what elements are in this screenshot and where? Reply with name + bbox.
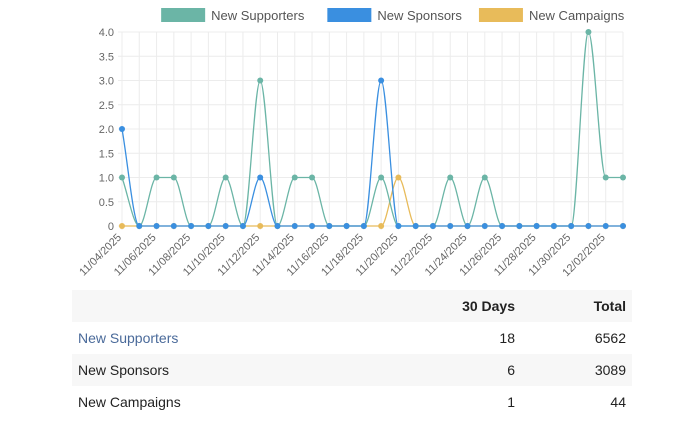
data-point-new-sponsors [153,223,160,229]
data-point-new-sponsors [585,223,592,229]
header-name [72,290,359,322]
y-tick-label: 0 [108,221,114,233]
data-point-new-sponsors [602,223,609,229]
data-point-new-sponsors [222,223,229,229]
data-point-new-sponsors [447,223,454,229]
data-point-new-supporters [602,174,609,181]
legend-label: New Campaigns [529,8,625,23]
data-point-new-supporters [153,174,160,181]
legend-label: New Sponsors [377,8,462,23]
data-point-new-supporters [170,174,177,181]
x-axis: 11/04/202511/06/202511/08/202511/10/2025… [77,232,608,279]
cell-30-days: 6 [507,362,515,378]
grid [118,31,624,230]
data-point-new-sponsors [291,223,298,229]
legend: New Supporters New Sponsors New Campaigns [161,8,625,23]
data-point-new-sponsors [499,223,506,229]
table-row: New Supporters 18 6562 [72,322,632,354]
header-30-days: 30 Days [462,298,515,314]
y-tick-label: 3.0 [99,76,114,88]
data-point-new-sponsors [568,223,575,229]
cell-total: 3089 [594,362,626,378]
data-point-new-supporters [620,174,626,181]
data-point-new-supporters [585,29,592,35]
data-point-new-supporters [119,174,125,181]
header-total: Total [593,298,626,314]
y-tick-label: 2.0 [99,124,114,136]
cell-total: 6562 [594,330,626,346]
data-point-new-supporters [481,174,488,181]
table-row: New Sponsors 6 3089 [72,354,632,386]
data-point-new-supporters [447,174,454,181]
line-chart: New Supporters New Sponsors New Campaigns … [77,8,626,279]
cell-30-days: 1 [507,394,515,410]
data-point-new-campaigns [395,174,402,181]
data-point-new-sponsors [481,223,488,229]
y-axis: 0 0.5 1.0 1.5 2.0 2.5 3.0 3.5 4.0 [99,27,114,233]
new-supporters-link[interactable]: New Supporters [78,330,179,346]
y-tick-label: 1.5 [99,148,114,160]
data-point-new-campaigns [119,223,125,229]
y-tick-label: 2.5 [99,100,114,112]
data-point-new-supporters [309,174,316,181]
series-points [119,29,626,229]
data-point-new-supporters [257,77,264,84]
data-point-new-sponsors [343,223,350,229]
data-point-new-supporters [222,174,229,181]
row-name: New Campaigns [78,394,181,410]
table-header-row: 30 Days Total [72,290,632,322]
data-point-new-sponsors [239,223,246,229]
data-point-new-campaigns [378,223,385,229]
cell-30-days: 18 [499,330,515,346]
data-point-new-sponsors [378,77,385,84]
data-point-new-sponsors [620,223,626,229]
data-point-new-supporters [378,174,385,181]
cell-total: 44 [610,394,626,410]
y-tick-label: 1.0 [99,173,114,185]
y-tick-label: 0.5 [99,197,114,209]
data-point-new-sponsors [360,223,367,229]
y-tick-label: 3.5 [99,51,114,63]
row-name: New Sponsors [78,362,170,378]
data-point-new-sponsors [516,223,523,229]
table-row: New Campaigns 1 44 [72,386,632,418]
data-point-new-sponsors [326,223,333,229]
data-point-new-sponsors [395,223,402,229]
y-tick-label: 4.0 [99,27,114,39]
data-point-new-sponsors [550,223,557,229]
legend-swatch [478,8,523,22]
legend-swatch [327,8,372,22]
data-point-new-sponsors [136,223,143,229]
data-point-new-sponsors [257,174,264,181]
data-point-new-supporters [291,174,298,181]
data-point-new-sponsors [205,223,212,229]
data-point-new-sponsors [119,126,125,132]
data-point-new-sponsors [188,223,195,229]
data-point-new-sponsors [533,223,540,229]
data-point-new-sponsors [170,223,177,229]
data-point-new-sponsors [412,223,419,229]
data-point-new-sponsors [464,223,471,229]
data-point-new-sponsors [274,223,281,229]
stats-table: 30 Days Total New Supporters 18 6562 New… [72,290,632,418]
data-point-new-sponsors [429,223,436,229]
legend-label: New Supporters [211,8,305,23]
data-point-new-campaigns [257,223,264,229]
data-point-new-sponsors [309,223,316,229]
legend-swatch [161,8,206,22]
